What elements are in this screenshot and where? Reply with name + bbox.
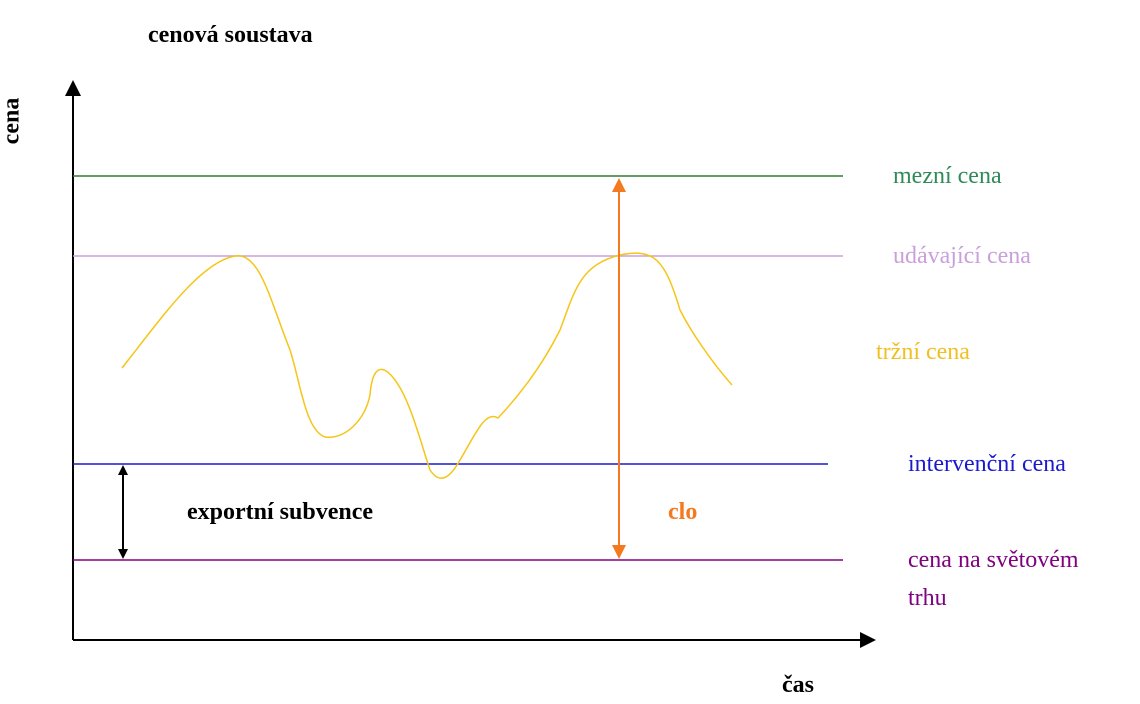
market-price-label: tržní cena bbox=[876, 339, 970, 365]
target-price-label: udávající cena bbox=[893, 243, 1031, 269]
world-price-label: cena na světovém trhu bbox=[908, 547, 1079, 611]
y-axis-label: cena bbox=[0, 97, 25, 145]
x-axis-label: čas bbox=[782, 672, 814, 698]
export-subsidy-label: exportní subvence bbox=[187, 499, 373, 525]
intervention-price-label: intervenční cena bbox=[908, 451, 1066, 477]
tariff-label: clo bbox=[668, 499, 698, 525]
market-price-curve bbox=[121, 252, 733, 479]
limit-price-label: mezní cena bbox=[893, 163, 1002, 189]
title: cenová soustava bbox=[148, 22, 313, 48]
